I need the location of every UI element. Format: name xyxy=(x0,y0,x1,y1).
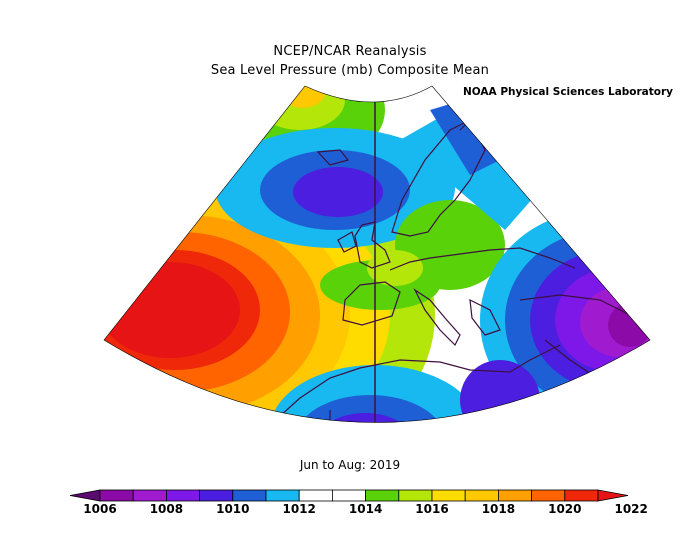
period-label: Jun to Aug: 2019 xyxy=(299,458,401,472)
colorbar-box xyxy=(331,489,366,502)
colorbar-tick-label: 1014 xyxy=(348,502,383,516)
colorbar-box xyxy=(232,489,267,502)
colorbar-tick-label: 1006 xyxy=(83,502,117,516)
colorbar-box xyxy=(365,489,400,502)
colorbar-box xyxy=(531,489,566,502)
colorbar-tick-label: 1008 xyxy=(149,502,184,516)
colorbar-box xyxy=(165,489,200,502)
colorbar-tick-label: 1016 xyxy=(415,502,449,516)
colorbar-box xyxy=(265,489,300,502)
coastlines xyxy=(269,99,641,423)
map-frame xyxy=(103,85,651,423)
colorbar-box xyxy=(497,489,532,502)
credit-label: NOAA Physical Sciences Laboratory xyxy=(463,86,674,98)
colorbar-tick-label: 1022 xyxy=(614,502,648,516)
colorbar-high-arrow xyxy=(597,489,629,502)
title-line-1: NCEP/NCAR Reanalysis xyxy=(273,44,427,59)
colorbar-box xyxy=(298,489,333,502)
colorbar-box xyxy=(132,489,167,502)
colorbar-box xyxy=(464,489,499,502)
colorbar-box xyxy=(99,489,134,502)
colorbar-low-arrow xyxy=(69,489,101,502)
colorbar-tick-label: 1010 xyxy=(216,502,250,516)
colorbar-box xyxy=(398,489,433,502)
colorbar-tick-label: 1020 xyxy=(548,502,582,516)
colorbar-tick-label: 1018 xyxy=(481,502,516,516)
title-line-2: Sea Level Pressure (mb) Composite Mean xyxy=(210,63,490,78)
colorbar-box xyxy=(199,489,234,502)
colorbar-tick-label: 1012 xyxy=(282,502,316,516)
colorbar-box xyxy=(431,489,466,502)
colorbar-box xyxy=(564,489,599,502)
